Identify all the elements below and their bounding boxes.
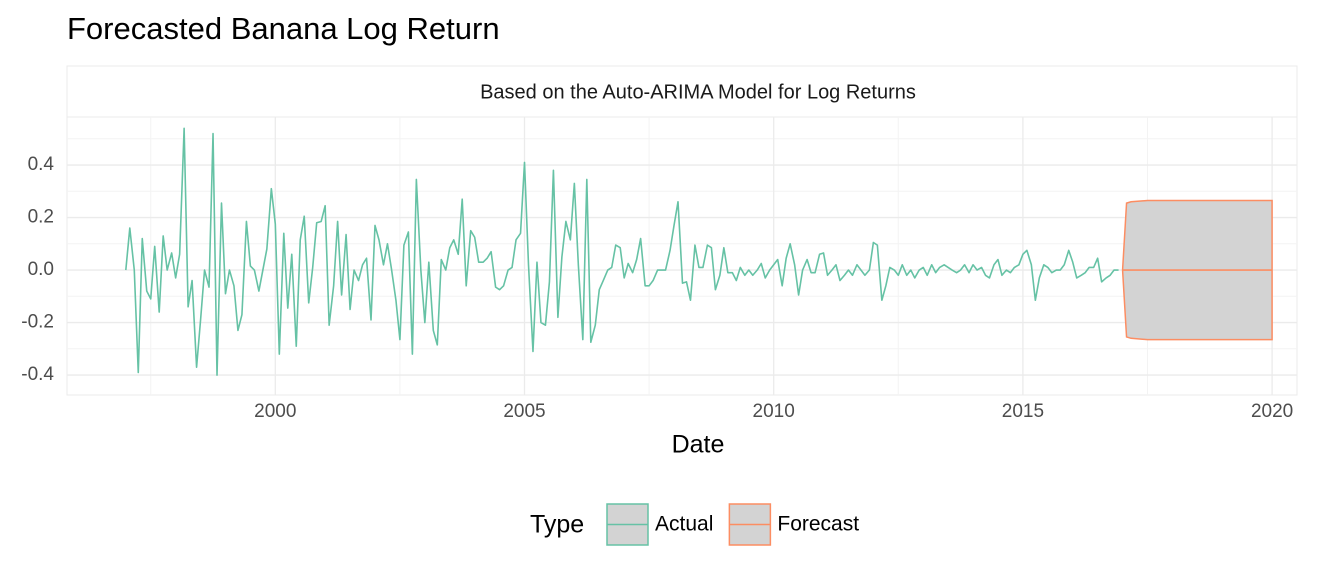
- facet-strip: [66, 65, 1298, 118]
- chart-title: Forecasted Banana Log Return: [67, 11, 500, 46]
- x-tick-label: 2015: [1002, 401, 1044, 422]
- x-tick-label: 2020: [1251, 401, 1293, 422]
- facet-label: Based on the Auto-ARIMA Model for Log Re…: [480, 81, 916, 103]
- y-tick-label: -0.2: [21, 312, 54, 333]
- y-tick-label: 0.2: [28, 207, 54, 228]
- series-line: [125, 127, 1119, 376]
- x-tick-label: 2010: [753, 401, 795, 422]
- x-tick-label: 2005: [503, 401, 545, 422]
- legend-label: Forecast: [777, 513, 859, 536]
- y-tick-label: 0.0: [28, 259, 54, 280]
- legend-title: Type: [530, 511, 584, 539]
- legend-label: Actual: [655, 513, 713, 536]
- y-tick-label: 0.4: [28, 154, 55, 175]
- x-tick-label: 2000: [254, 401, 296, 422]
- panel-border: [66, 116, 1298, 396]
- y-tick-label: -0.4: [21, 364, 54, 385]
- x-axis-title: Date: [672, 431, 725, 459]
